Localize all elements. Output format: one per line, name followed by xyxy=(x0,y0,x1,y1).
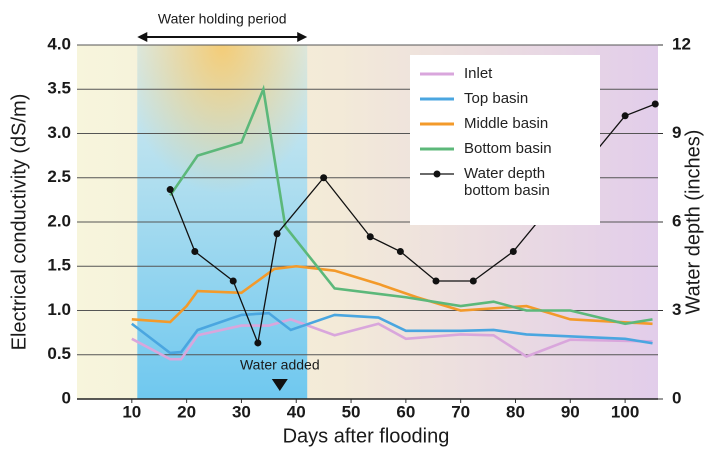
legend-label: Middle basin xyxy=(464,115,549,132)
point xyxy=(651,100,659,108)
point xyxy=(469,277,477,285)
x-tick-label: 80 xyxy=(506,402,525,421)
legend-item: Top basin xyxy=(420,90,590,107)
x-tick-label: 40 xyxy=(287,402,306,421)
legend-label: Top basin xyxy=(464,90,529,107)
y2-tick-label: 0 xyxy=(672,388,681,407)
legend-swatch xyxy=(420,72,454,76)
series-line xyxy=(169,84,653,326)
y-tick-label: 2.5 xyxy=(47,167,71,186)
water-added-marker xyxy=(271,379,288,391)
point xyxy=(273,230,281,238)
legend-item: Water depth bottom basin xyxy=(420,165,590,199)
holding-glow xyxy=(137,45,308,293)
y2-tick-label: 3 xyxy=(672,300,681,319)
point xyxy=(229,277,237,285)
y-tick-label: 0.5 xyxy=(47,344,71,363)
x-tick-label: 90 xyxy=(561,402,580,421)
annotation: Water holding period xyxy=(158,11,287,27)
legend-label: Bottom basin xyxy=(464,140,552,157)
x-tick-label: 60 xyxy=(396,402,415,421)
series-line xyxy=(131,311,653,355)
y-tick-label: 3.5 xyxy=(47,79,71,98)
legend-swatch xyxy=(420,122,454,126)
legend-item: Inlet xyxy=(420,65,590,82)
y-tick-label: 4.0 xyxy=(47,34,71,53)
legend-label: Inlet xyxy=(464,65,493,82)
legend-marker xyxy=(433,170,441,178)
legend: Inlet Top basin Middle basin Bottom basin Wa… xyxy=(410,55,600,225)
y2-tick-label: 6 xyxy=(672,211,681,230)
legend-swatch xyxy=(420,170,454,178)
y-tick-label: 1.0 xyxy=(47,300,71,319)
y-tick-label: 0 xyxy=(62,388,71,407)
y2-tick-label: 12 xyxy=(672,34,691,53)
x-tick-label: 70 xyxy=(451,402,470,421)
point xyxy=(396,248,404,255)
point xyxy=(366,233,374,241)
y2-tick-label: 9 xyxy=(672,123,681,142)
point xyxy=(320,174,328,182)
point xyxy=(432,277,440,285)
x-axis-label: Days after flooding xyxy=(283,425,450,447)
y-tick-label: 2.0 xyxy=(47,211,71,230)
x-tick-label: 10 xyxy=(122,402,141,421)
legend-item: Bottom basin xyxy=(420,140,590,157)
legend-swatch xyxy=(420,97,454,101)
point xyxy=(254,339,262,347)
x-tick-label: 20 xyxy=(177,402,196,421)
legend-item: Middle basin xyxy=(420,115,590,132)
point xyxy=(191,248,199,255)
y-axis-label: Electrical conductivity (dS/m) xyxy=(8,94,30,351)
y2-axis-label: Water depth (inches) xyxy=(682,130,704,315)
point xyxy=(621,112,629,120)
legend-swatch xyxy=(420,147,454,151)
x-tick-label: 30 xyxy=(232,402,251,421)
x-tick-label: 100 xyxy=(611,402,639,421)
y-tick-label: 3.0 xyxy=(47,123,71,142)
x-tick-label: 50 xyxy=(342,402,361,421)
point xyxy=(166,186,174,194)
y-tick-label: 1.5 xyxy=(47,256,71,275)
legend-label: Water depth bottom basin xyxy=(464,165,550,199)
annotation: Water added xyxy=(240,357,320,373)
point xyxy=(509,248,517,255)
series-line xyxy=(131,317,653,361)
